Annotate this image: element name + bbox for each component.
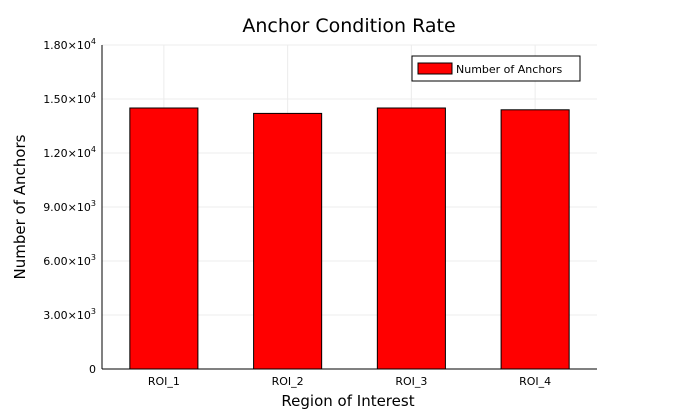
- y-tick-exponent: 3: [91, 307, 96, 316]
- y-tick-exponent: 4: [91, 91, 96, 100]
- y-tick-label: 9.00×103: [43, 199, 96, 214]
- axes: [101, 45, 597, 370]
- bars: [129, 107, 570, 370]
- y-tick-mantissa: 3.00×10: [43, 309, 91, 322]
- y-tick-mantissa: 1.20×10: [43, 147, 91, 160]
- y-tick-labels: 03.00×1036.00×1039.00×1031.20×1041.50×10…: [43, 37, 96, 376]
- x-tick-label: ROI_2: [272, 375, 304, 388]
- legend: Number of Anchors: [411, 55, 581, 82]
- legend-swatch: [417, 62, 453, 75]
- y-tick-label: 1.20×104: [43, 145, 96, 160]
- y-tick-mantissa: 6.00×10: [43, 255, 91, 268]
- y-tick-exponent: 3: [91, 199, 96, 208]
- chart-title: Anchor Condition Rate: [242, 15, 455, 37]
- y-tick-label: 3.00×103: [43, 307, 96, 322]
- y-tick-mantissa: 1.50×10: [43, 93, 91, 106]
- x-tick-label: ROI_3: [395, 375, 427, 388]
- y-tick-label: 1.50×104: [43, 91, 96, 106]
- y-tick-exponent: 4: [91, 145, 96, 154]
- legend-label: Number of Anchors: [456, 63, 563, 76]
- x-tick-label: ROI_4: [519, 375, 551, 388]
- y-tick-exponent: 4: [91, 37, 96, 46]
- y-tick-exponent: 3: [91, 253, 96, 262]
- bar-roi-3: [376, 107, 446, 370]
- y-axis-label: Number of Anchors: [11, 134, 29, 279]
- x-tick-labels: ROI_1 ROI_2 ROI_3 ROI_4: [148, 375, 551, 388]
- y-tick-label: 1.80×104: [43, 37, 96, 52]
- x-axis-label: Region of Interest: [281, 392, 414, 410]
- bar-roi-4: [500, 109, 570, 370]
- y-tick-label: 6.00×103: [43, 253, 96, 268]
- y-tick-mantissa: 9.00×10: [43, 201, 91, 214]
- y-tick-label: 0: [89, 363, 96, 376]
- bar-roi-1: [129, 107, 199, 370]
- y-tick-mantissa: 1.80×10: [43, 39, 91, 52]
- bar-roi-2: [253, 112, 323, 370]
- x-tick-label: ROI_1: [148, 375, 180, 388]
